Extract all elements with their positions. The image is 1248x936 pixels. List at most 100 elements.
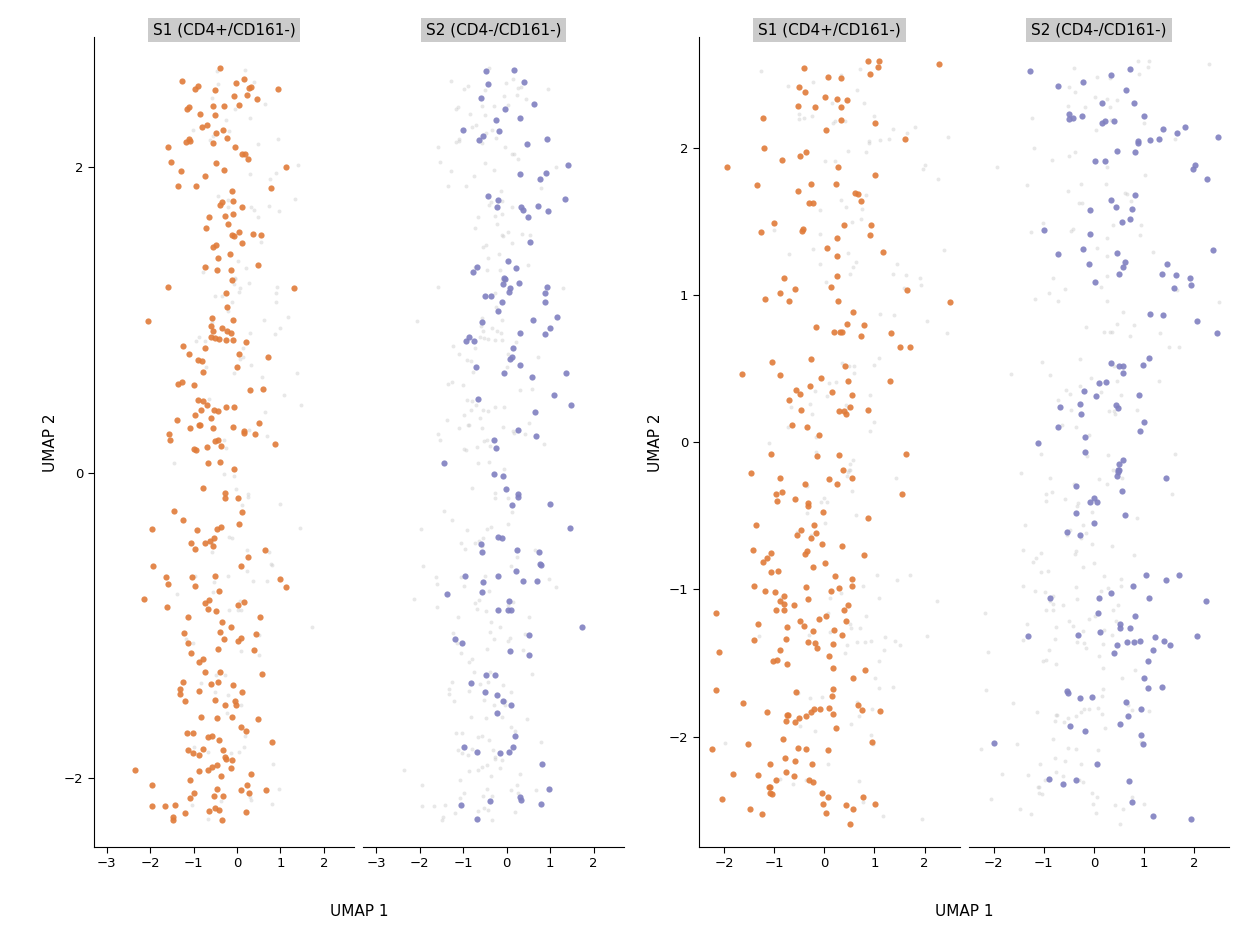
Point (1176, 120, 1196, 135)
Point (505, 260, 525, 275)
Point (886, 573, 906, 588)
Point (510, 767, 530, 782)
Point (785, 281, 805, 296)
Point (258, 198, 278, 213)
Point (1061, 223, 1081, 238)
Point (811, 371, 831, 386)
Point (1106, 199, 1126, 214)
Point (493, 228, 513, 243)
Point (211, 519, 231, 534)
Point (1073, 774, 1093, 789)
Point (474, 108, 494, 123)
Point (832, 324, 852, 339)
Point (1030, 756, 1050, 771)
Point (978, 644, 998, 659)
Point (230, 593, 250, 608)
Point (488, 199, 508, 214)
Point (540, 320, 560, 335)
Point (192, 393, 212, 408)
Point (1043, 597, 1063, 612)
Point (198, 456, 218, 471)
Point (1101, 71, 1121, 86)
Point (522, 370, 542, 385)
Point (498, 598, 518, 613)
Point (502, 684, 522, 699)
Point (202, 537, 222, 552)
Point (247, 92, 267, 107)
Point (831, 586, 851, 601)
Point (518, 210, 538, 225)
Point (188, 417, 208, 432)
Point (473, 129, 493, 144)
Point (232, 147, 252, 162)
Point (210, 197, 230, 212)
Point (503, 424, 523, 439)
Point (494, 461, 514, 476)
Point (801, 351, 821, 366)
Point (498, 97, 518, 112)
Point (1068, 496, 1088, 511)
Point (885, 634, 905, 649)
Point (218, 193, 238, 208)
Point (457, 522, 477, 537)
Point (1036, 487, 1056, 502)
Point (180, 131, 200, 146)
Point (237, 550, 257, 565)
Point (821, 280, 841, 295)
Point (1124, 548, 1144, 563)
Point (236, 805, 256, 820)
Point (1109, 816, 1129, 831)
Point (217, 706, 237, 721)
Point (1106, 798, 1126, 813)
Point (262, 734, 282, 749)
Point (538, 131, 558, 146)
Point (1016, 518, 1036, 533)
Point (787, 686, 807, 701)
Point (211, 438, 231, 453)
Point (183, 377, 203, 392)
Point (1081, 494, 1101, 509)
Point (268, 131, 288, 146)
Point (137, 314, 157, 329)
Point (1094, 114, 1114, 129)
Point (836, 798, 856, 813)
Point (1144, 630, 1164, 645)
Point (1018, 628, 1038, 643)
Point (800, 379, 820, 394)
Point (500, 281, 520, 296)
Point (1124, 317, 1144, 332)
Point (520, 227, 540, 242)
Point (817, 606, 837, 621)
Point (493, 694, 513, 709)
Point (1043, 271, 1063, 285)
Point (554, 192, 574, 207)
Point (1056, 382, 1076, 397)
Point (914, 161, 934, 176)
Point (459, 683, 479, 698)
Point (1088, 700, 1108, 715)
Point (856, 187, 876, 202)
Point (821, 385, 841, 400)
Point (165, 797, 185, 812)
Point (775, 751, 795, 766)
Point (191, 402, 211, 417)
Point (535, 165, 555, 180)
Point (1156, 471, 1176, 486)
Point (198, 744, 218, 759)
Point (1134, 168, 1154, 183)
Point (507, 563, 527, 578)
Point (1109, 457, 1129, 472)
Point (790, 719, 810, 734)
Point (784, 598, 804, 613)
Point (500, 697, 520, 712)
Point (187, 353, 207, 368)
Point (228, 97, 248, 112)
Point (1058, 183, 1078, 198)
Point (865, 670, 885, 685)
Point (246, 626, 266, 641)
Point (797, 419, 817, 434)
Point (217, 300, 237, 314)
Point (796, 742, 816, 757)
Point (233, 341, 253, 356)
Point (510, 199, 530, 214)
